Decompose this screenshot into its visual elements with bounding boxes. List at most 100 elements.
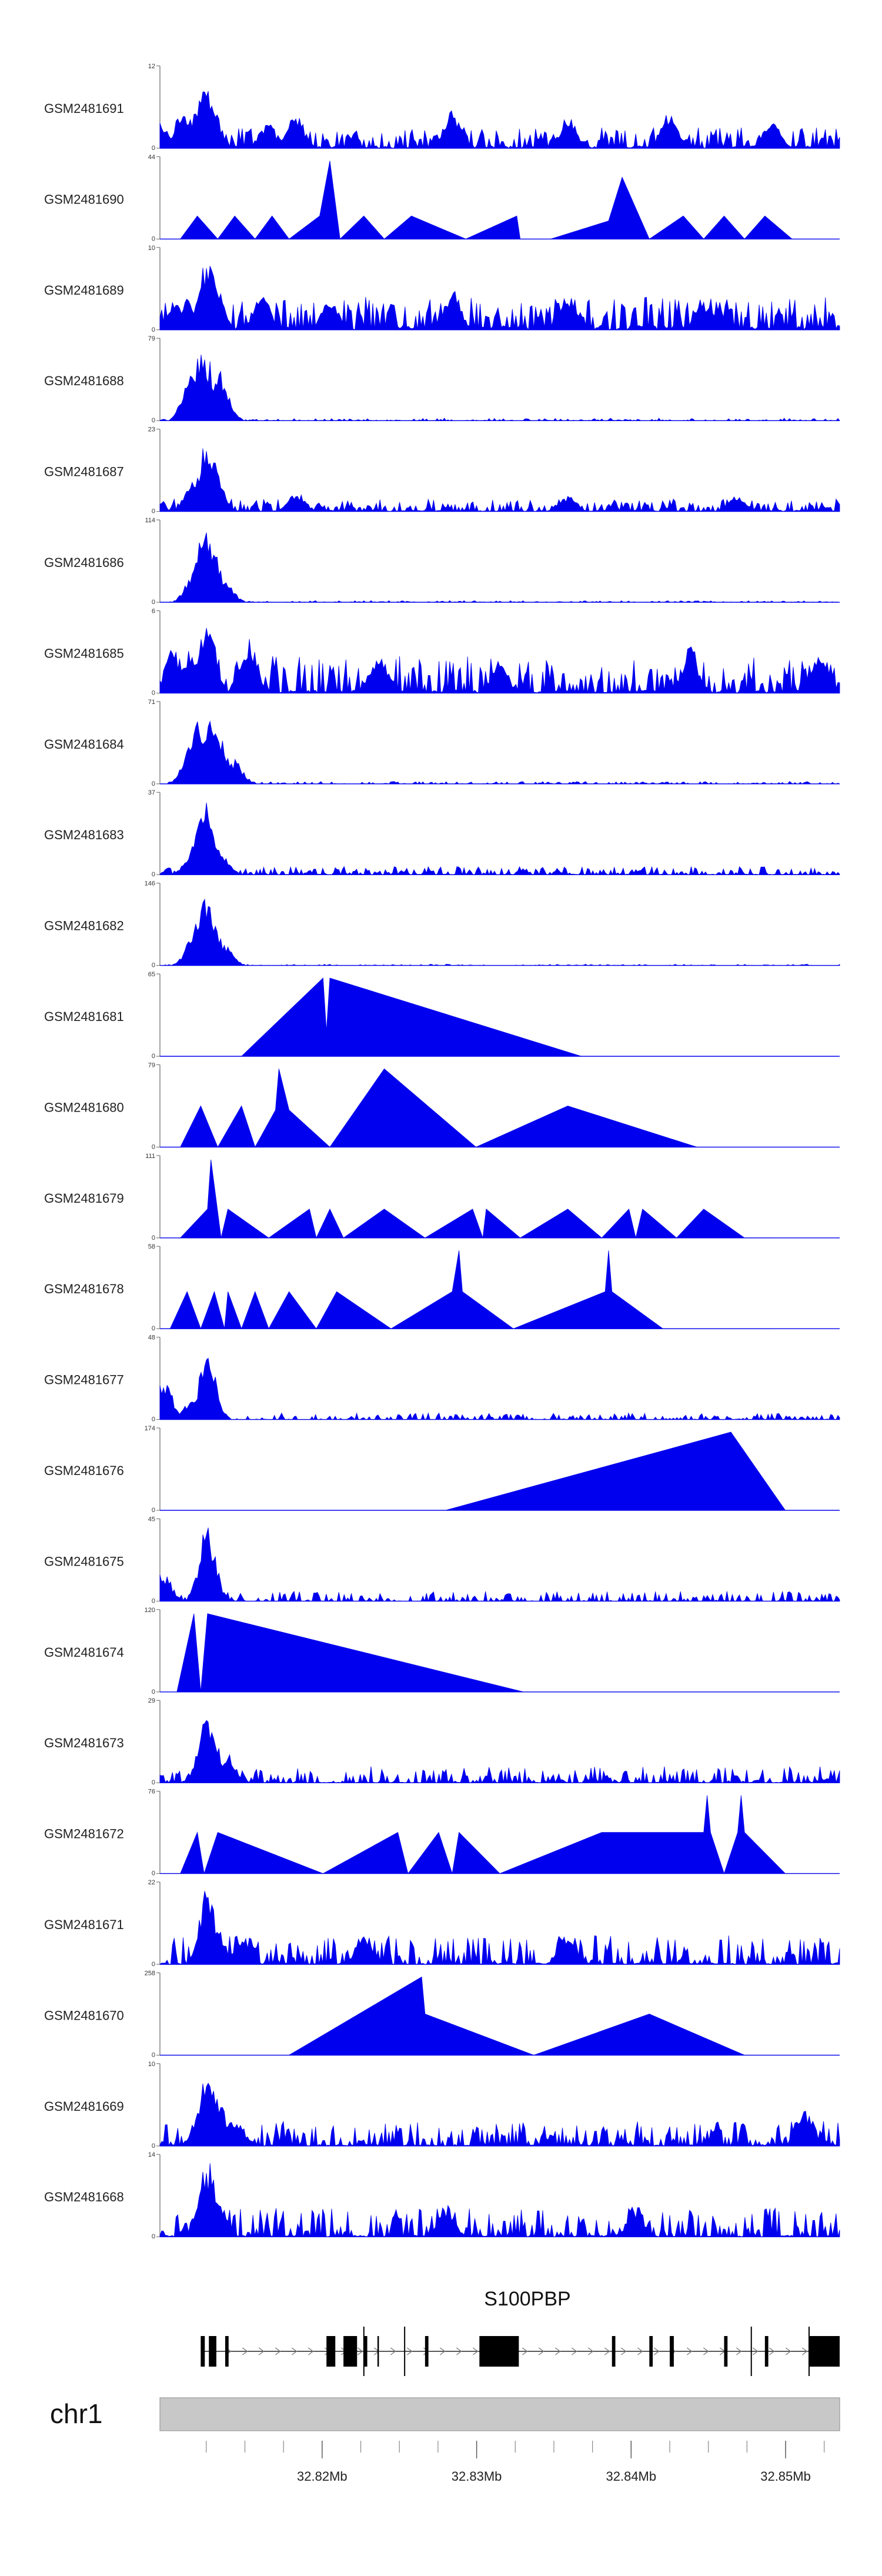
gene-exon bbox=[225, 2336, 229, 2367]
gene-model-track: S100PBP bbox=[201, 2288, 840, 2376]
y-min-label: 0 bbox=[152, 1416, 155, 1423]
track-GSM2481684: GSM2481684 71 0 bbox=[44, 699, 840, 788]
strand-arrow bbox=[801, 2347, 808, 2355]
track-GSM2481673: GSM2481673 29 0 bbox=[44, 1697, 840, 1786]
strand-arrow bbox=[291, 2347, 298, 2355]
strand-arrow bbox=[357, 2347, 363, 2355]
y-max-label: 48 bbox=[148, 1334, 155, 1342]
gene-exon bbox=[670, 2336, 674, 2367]
coverage-area bbox=[159, 2083, 840, 2147]
coverage-area bbox=[288, 1976, 745, 2056]
track-label: GSM2481688 bbox=[44, 373, 124, 388]
gene-exon bbox=[724, 2336, 728, 2367]
track-label: GSM2481678 bbox=[44, 1282, 124, 1296]
track-GSM2481677: GSM2481677 48 0 bbox=[44, 1334, 840, 1423]
track-label: GSM2481675 bbox=[44, 1554, 124, 1569]
y-max-label: 37 bbox=[148, 789, 155, 796]
track-GSM2481670: GSM2481670 258 0 bbox=[44, 1970, 840, 2058]
track-GSM2481685: GSM2481685 6 0 bbox=[44, 608, 840, 696]
axis-tick-label: 32.84Mb bbox=[606, 2469, 657, 2484]
track-GSM2481682: GSM2481682 146 0 bbox=[44, 880, 840, 969]
track-label: GSM2481682 bbox=[44, 919, 124, 933]
strand-arrow bbox=[736, 2347, 742, 2355]
gene-label: S100PBP bbox=[484, 2288, 570, 2310]
strand-arrow bbox=[522, 2347, 528, 2355]
strand-arrow bbox=[390, 2347, 396, 2355]
track-GSM2481681: GSM2481681 65 0 bbox=[44, 971, 840, 1060]
y-max-label: 79 bbox=[148, 1062, 155, 1069]
y-min-label: 0 bbox=[152, 962, 155, 969]
track-label: GSM2481670 bbox=[44, 2008, 124, 2023]
coverage-area bbox=[169, 1250, 772, 1330]
coverage-area bbox=[180, 1795, 786, 1874]
y-max-label: 44 bbox=[148, 154, 155, 161]
y-min-label: 0 bbox=[152, 1053, 155, 1060]
axis-tick-label: 32.82Mb bbox=[297, 2469, 348, 2484]
coverage-area bbox=[180, 1068, 697, 1148]
strand-arrow bbox=[554, 2347, 561, 2355]
y-min-label: 0 bbox=[152, 145, 155, 152]
coverage-area bbox=[159, 1720, 840, 1784]
strand-arrow bbox=[686, 2347, 693, 2355]
track-GSM2481683: GSM2481683 37 0 bbox=[44, 789, 840, 878]
y-min-label: 0 bbox=[152, 2233, 155, 2240]
track-GSM2481686: GSM2481686 114 0 bbox=[44, 517, 840, 606]
track-GSM2481671: GSM2481671 22 0 bbox=[44, 1879, 840, 1968]
track-GSM2481676: GSM2481676 174 0 bbox=[44, 1425, 840, 1514]
track-label: GSM2481691 bbox=[44, 101, 124, 116]
y-max-label: 76 bbox=[148, 1788, 155, 1796]
track-GSM2481691: GSM2481691 12 0 bbox=[44, 63, 840, 152]
coverage-area bbox=[159, 2163, 840, 2238]
gene-exon bbox=[209, 2336, 216, 2367]
coverage-area bbox=[159, 448, 840, 513]
y-min-label: 0 bbox=[152, 1325, 155, 1332]
track-GSM2481672: GSM2481672 76 0 bbox=[44, 1788, 840, 1877]
strand-arrow bbox=[785, 2347, 791, 2355]
coverage-area bbox=[179, 1159, 772, 1239]
y-max-label: 71 bbox=[148, 699, 155, 706]
strand-arrow bbox=[242, 2347, 248, 2355]
track-label: GSM2481669 bbox=[44, 2099, 124, 2114]
track-label: GSM2481684 bbox=[44, 737, 124, 752]
axis-tick-label: 32.85Mb bbox=[760, 2469, 811, 2484]
y-min-label: 0 bbox=[152, 2143, 155, 2150]
strand-arrow bbox=[456, 2347, 462, 2355]
gene-exon bbox=[201, 2336, 205, 2367]
gene-exon bbox=[808, 2336, 840, 2367]
y-max-label: 146 bbox=[145, 880, 155, 887]
y-max-label: 79 bbox=[148, 335, 155, 342]
y-min-label: 0 bbox=[152, 417, 155, 424]
track-label: GSM2481673 bbox=[44, 1736, 124, 1750]
gene-exon bbox=[425, 2336, 429, 2367]
y-max-label: 22 bbox=[148, 1879, 155, 1886]
coverage-area bbox=[159, 1357, 840, 1420]
track-GSM2481690: GSM2481690 44 0 bbox=[44, 154, 840, 242]
strand-arrow bbox=[406, 2347, 413, 2355]
y-min-label: 0 bbox=[152, 1961, 155, 1968]
strand-arrow bbox=[538, 2347, 544, 2355]
coverage-area bbox=[159, 1891, 840, 1965]
strand-arrow bbox=[275, 2347, 281, 2355]
y-max-label: 10 bbox=[148, 2061, 155, 2068]
y-min-label: 0 bbox=[152, 1870, 155, 1877]
y-max-label: 58 bbox=[148, 1243, 155, 1250]
track-label: GSM2481690 bbox=[44, 192, 124, 206]
y-min-label: 0 bbox=[152, 1143, 155, 1150]
gene-exon bbox=[479, 2336, 519, 2367]
y-min-label: 0 bbox=[152, 1234, 155, 1242]
strand-arrow bbox=[637, 2347, 643, 2355]
coverage-area bbox=[160, 898, 840, 966]
y-min-label: 0 bbox=[152, 2051, 155, 2058]
y-max-label: 29 bbox=[148, 1697, 155, 1704]
coverage-area bbox=[159, 1527, 840, 1602]
y-max-label: 14 bbox=[148, 2151, 155, 2158]
strand-arrow bbox=[653, 2347, 660, 2355]
y-max-label: 6 bbox=[152, 608, 155, 615]
strand-arrow bbox=[620, 2347, 627, 2355]
y-min-label: 0 bbox=[152, 871, 155, 878]
y-min-label: 0 bbox=[152, 599, 155, 606]
strand-arrow bbox=[439, 2347, 446, 2355]
y-max-label: 174 bbox=[145, 1425, 155, 1432]
